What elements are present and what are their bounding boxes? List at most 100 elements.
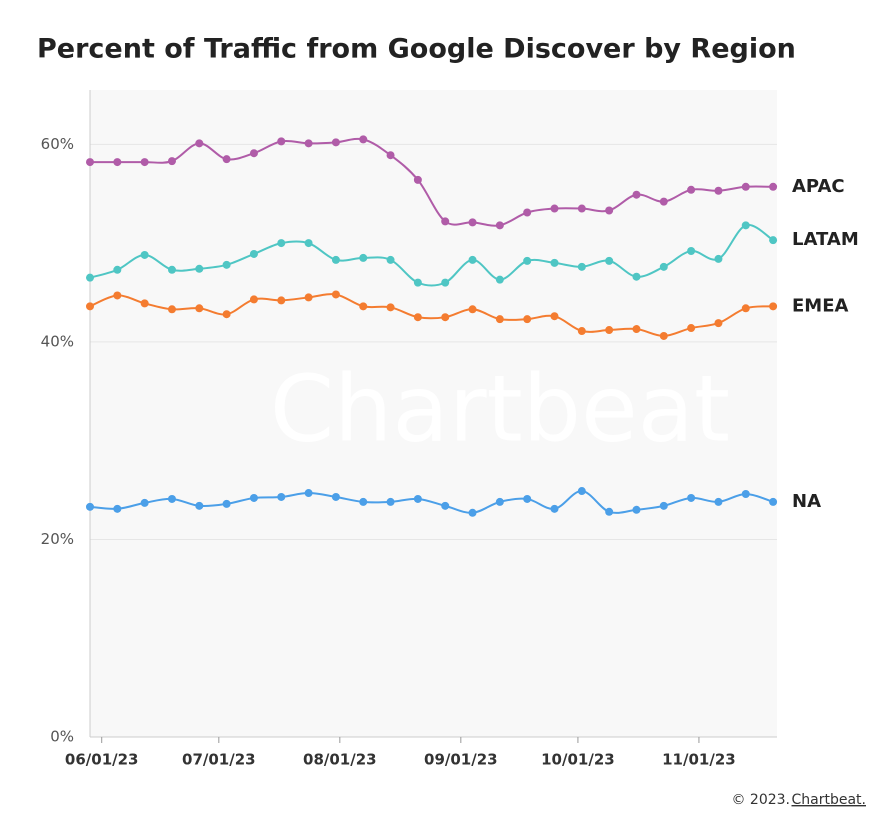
point [86, 502, 94, 511]
point [741, 304, 750, 313]
x-tick-label: 10/01/23 [541, 751, 615, 769]
plot-area [90, 90, 777, 737]
point [605, 256, 614, 265]
point [195, 304, 204, 313]
point [605, 326, 614, 335]
point [550, 312, 559, 321]
point [140, 299, 149, 308]
point [277, 492, 286, 501]
point [304, 239, 313, 248]
x-tick-label: 09/01/23 [424, 751, 498, 769]
point [714, 319, 723, 328]
point [495, 315, 504, 324]
point [413, 175, 422, 184]
point [277, 137, 286, 146]
series-label: LATAM [792, 229, 859, 250]
point [441, 278, 450, 287]
point [359, 253, 368, 262]
point [277, 296, 286, 305]
point [222, 155, 231, 164]
y-tick-label: 40% [41, 332, 74, 350]
point [359, 497, 368, 506]
point [523, 494, 532, 503]
watermark: Chartbeat [270, 355, 730, 462]
point [714, 254, 723, 263]
point [140, 158, 149, 167]
point [86, 158, 94, 167]
point [249, 149, 258, 158]
point [632, 272, 641, 281]
x-tick-label: 07/01/23 [182, 751, 256, 769]
point [86, 273, 94, 282]
point [741, 490, 750, 499]
footer-link[interactable]: Chartbeat. [792, 792, 867, 808]
point [386, 303, 395, 312]
point [523, 208, 532, 217]
y-tick-label: 0% [50, 728, 74, 746]
point [140, 498, 149, 507]
point [331, 492, 340, 501]
point [468, 218, 477, 227]
point [687, 493, 696, 502]
point [304, 139, 313, 148]
point [741, 221, 750, 230]
point [195, 501, 204, 510]
point [577, 327, 586, 336]
point [249, 249, 258, 258]
point [359, 135, 368, 144]
point [632, 190, 641, 199]
y-tick-label: 60% [41, 135, 74, 153]
point [468, 508, 477, 517]
y-tick-label: 20% [41, 530, 74, 548]
point [249, 295, 258, 304]
point [167, 157, 176, 166]
point [386, 497, 395, 506]
point [632, 505, 641, 514]
point [359, 302, 368, 311]
point [550, 504, 559, 513]
point [140, 250, 149, 259]
point [113, 158, 122, 167]
point [769, 236, 778, 245]
point [86, 302, 94, 311]
point [659, 197, 668, 206]
point [523, 256, 532, 265]
x-tick-label: 11/01/23 [662, 751, 736, 769]
chart-title: Percent of Traffic from Google Discover … [37, 34, 796, 65]
x-tick-label: 08/01/23 [303, 751, 377, 769]
point [714, 497, 723, 506]
point [687, 247, 696, 256]
point [659, 501, 668, 510]
point [113, 291, 122, 300]
point [495, 497, 504, 506]
point [769, 182, 778, 191]
point [167, 265, 176, 274]
point [413, 313, 422, 322]
point [577, 204, 586, 213]
point [468, 305, 477, 314]
point [577, 487, 586, 496]
point [222, 310, 231, 319]
point [195, 264, 204, 273]
point [249, 493, 258, 502]
point [331, 255, 340, 264]
point [550, 258, 559, 267]
point [605, 206, 614, 215]
copyright: © 2023. [731, 792, 790, 808]
point [195, 139, 204, 148]
point [769, 497, 778, 506]
point [632, 325, 641, 334]
point [277, 239, 286, 248]
point [741, 182, 750, 191]
point [441, 313, 450, 322]
series-label: EMEA [792, 295, 849, 316]
series-label: NA [792, 491, 821, 512]
point [441, 501, 450, 510]
point [167, 305, 176, 314]
point [413, 278, 422, 287]
point [113, 504, 122, 513]
point [441, 217, 450, 226]
point [113, 265, 122, 274]
point [413, 494, 422, 503]
